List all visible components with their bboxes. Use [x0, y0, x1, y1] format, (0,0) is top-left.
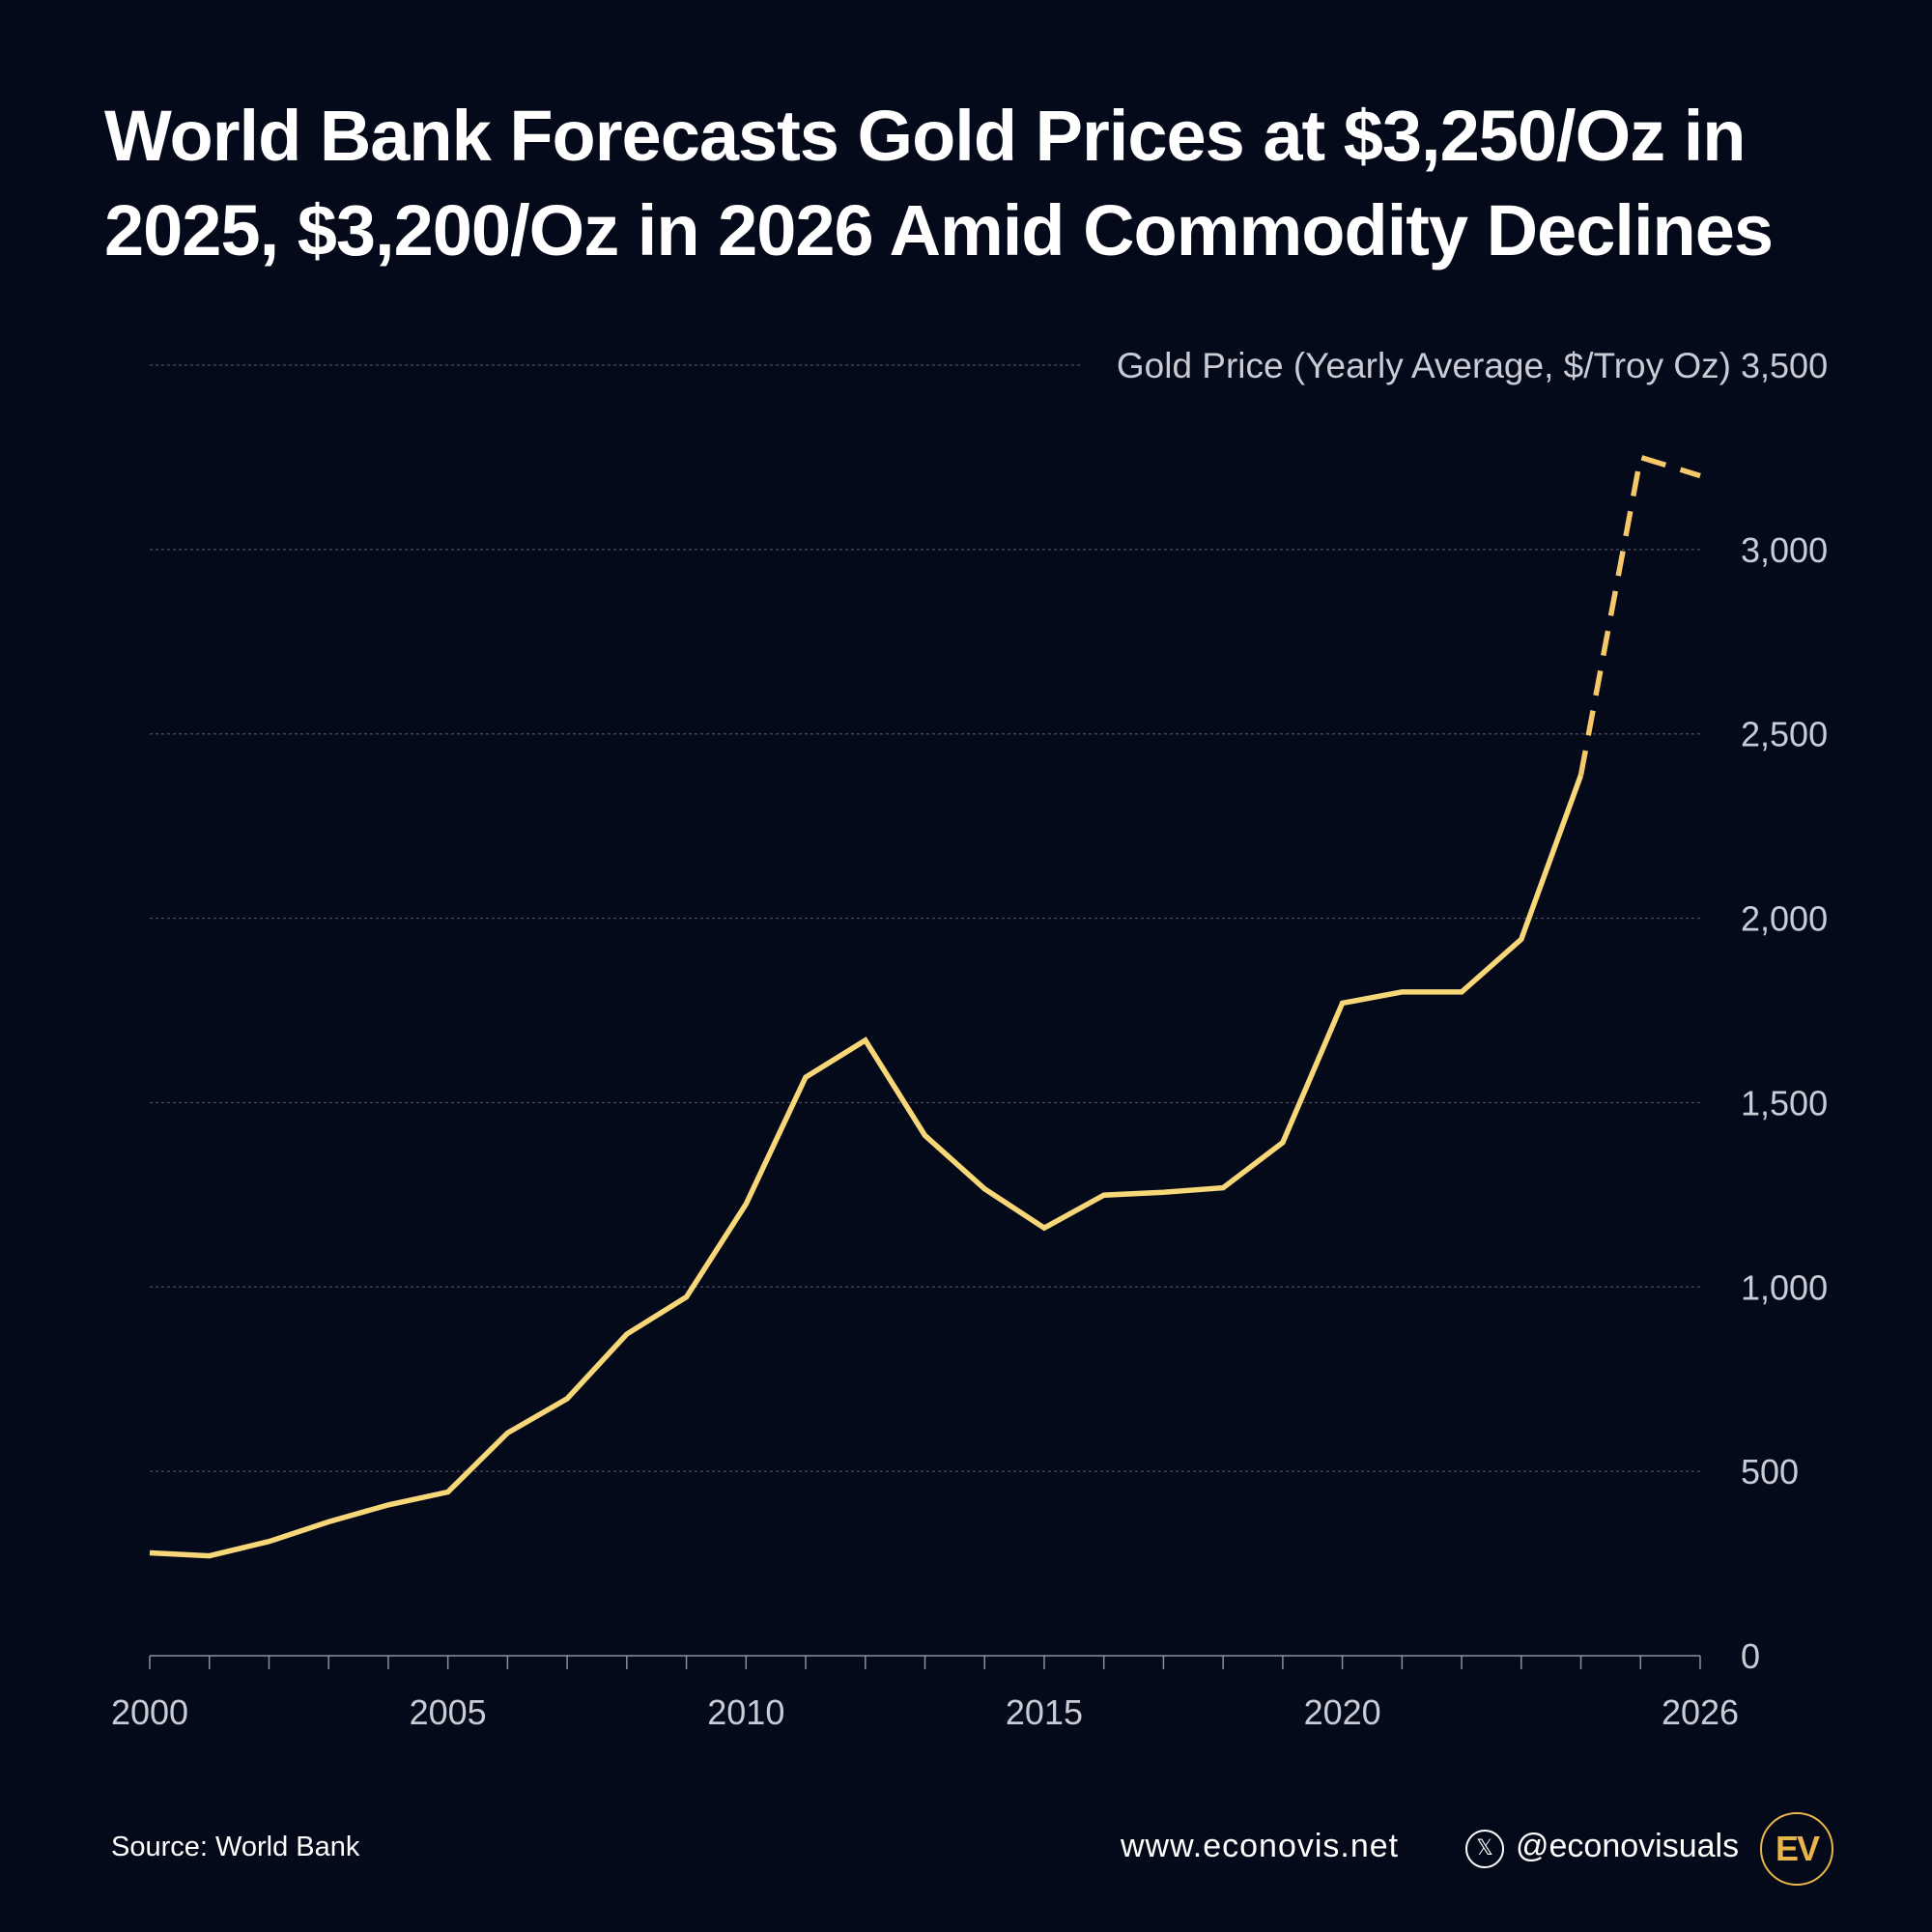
gridlines [150, 364, 1700, 1472]
x-tick-label: 2015 [1006, 1692, 1083, 1732]
series-line-actual [149, 774, 1584, 1559]
x-tick-label: 2020 [1304, 1692, 1381, 1732]
y-tick-label: 3,500 [1741, 346, 1828, 385]
x-tick-label: 2010 [707, 1692, 784, 1732]
y-tick-label: 500 [1741, 1452, 1799, 1492]
ev-logo: EV [1760, 1812, 1833, 1886]
x-tick-label: 2026 [1662, 1692, 1739, 1732]
x-axis: 2000 2005 2010 2015 2020 2026 [111, 1655, 1739, 1732]
x-tick-label: 2005 [410, 1692, 487, 1732]
y-tick-label: 1,000 [1741, 1267, 1828, 1307]
series [149, 453, 1701, 1559]
x-logo-icon[interactable]: 𝕏 [1465, 1830, 1504, 1868]
y-tick-label: 1,500 [1741, 1083, 1828, 1122]
y-tick-label: 3,000 [1741, 530, 1828, 570]
website-link[interactable]: www.econovis.net [1121, 1828, 1400, 1864]
source-note: Source: World Bank [111, 1832, 360, 1862]
y-tick-label: 2,500 [1741, 715, 1828, 754]
series-line-forecast [1577, 453, 1701, 777]
y-tick-label: 2,000 [1741, 899, 1828, 939]
x-tick-label: 2000 [111, 1692, 188, 1732]
chart-title: World Bank Forecasts Gold Prices at $3,2… [104, 96, 1774, 270]
social-handle[interactable]: @econovisuals [1516, 1828, 1740, 1864]
y-axis-ticks: 0 500 1,000 1,500 2,000 2,500 3,000 3,500 [1741, 346, 1828, 1676]
y-tick-label: 0 [1741, 1636, 1760, 1676]
y-axis-label: Gold Price (Yearly Average, $/Troy Oz) [1117, 346, 1731, 385]
